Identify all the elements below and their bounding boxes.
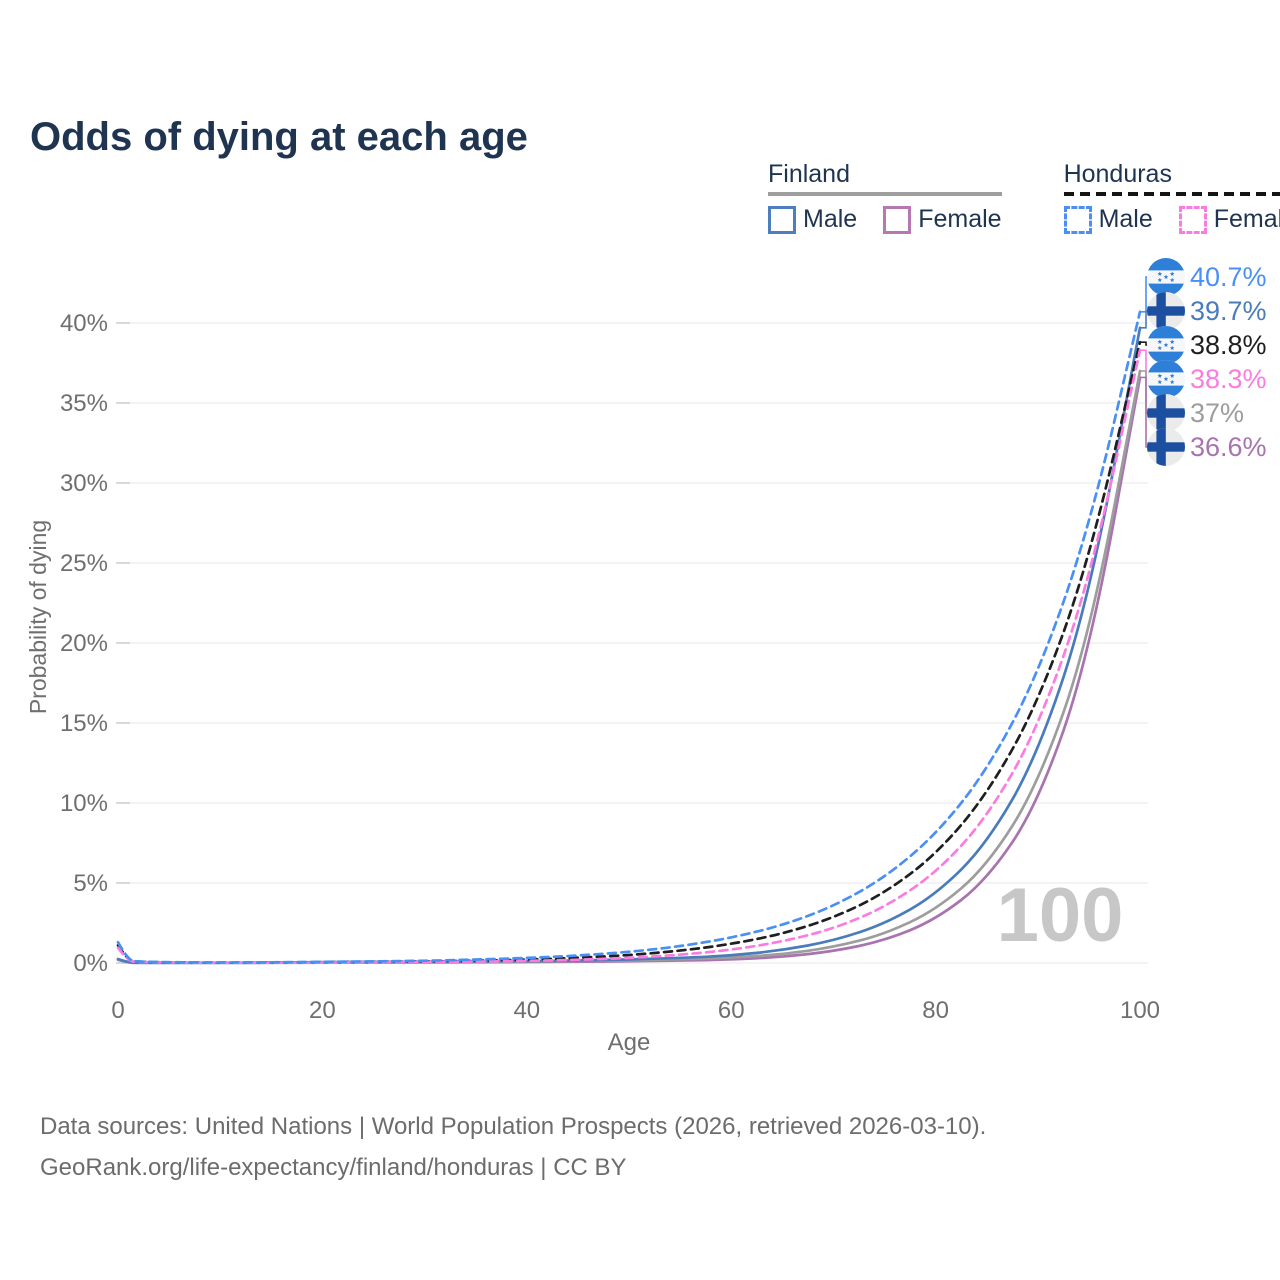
y-axis-tick-label: 0% xyxy=(73,950,108,977)
chart-title: Odds of dying at each age xyxy=(30,114,528,159)
x-axis-tick-label: 80 xyxy=(922,997,949,1024)
y-axis-tick-label: 30% xyxy=(60,470,108,497)
flag-icon-finland xyxy=(1147,394,1185,432)
legend-item-finland-male[interactable]: Male xyxy=(768,205,857,234)
flag-icon-honduras xyxy=(1147,258,1185,296)
legend-item-honduras-male[interactable]: Male xyxy=(1063,205,1153,234)
legend: Finland Male Female Honduras xyxy=(768,160,1280,234)
x-axis-tick-label: 0 xyxy=(111,997,124,1024)
flag-icon-finland xyxy=(1147,428,1185,466)
flag-icon-honduras xyxy=(1147,360,1185,398)
legend-item-label: Female xyxy=(1213,205,1280,233)
x-axis-tick-label: 40 xyxy=(513,997,540,1024)
legend-country-honduras: Honduras xyxy=(1063,160,1280,196)
x-axis-tick-label: 100 xyxy=(1120,997,1160,1024)
honduras-female-swatch[interactable] xyxy=(1178,205,1207,234)
end-label-connector-honduras-both xyxy=(1141,341,1148,346)
y-axis-tick-label: 10% xyxy=(60,790,108,817)
legend-item-label: Female xyxy=(918,205,1002,233)
end-value-label-finland-male: 39.7% xyxy=(1190,296,1267,326)
flag-icon-finland xyxy=(1147,292,1185,330)
y-axis-tick-label: 5% xyxy=(73,870,108,897)
y-axis-title: Probability of dying xyxy=(25,520,51,714)
end-value-label-finland-female: 36.6% xyxy=(1190,432,1267,462)
series-line-finland-female[interactable] xyxy=(116,376,1142,965)
finland-male-swatch[interactable] xyxy=(768,205,796,234)
data-sources-footer: Data sources: United Nations | World Pop… xyxy=(40,1106,986,1189)
series-line-finland-male[interactable] xyxy=(116,326,1142,965)
end-label-connector-honduras-male xyxy=(1141,276,1148,313)
end-value-label-finland-both: 37% xyxy=(1190,398,1244,428)
x-axis-tick-label: 20 xyxy=(309,997,336,1024)
end-value-label-honduras-female: 38.3% xyxy=(1190,364,1267,394)
legend-item-finland-female[interactable]: Female xyxy=(883,205,1002,234)
legend-group-finland: Finland Male Female xyxy=(768,160,1002,234)
end-value-label-honduras-both: 38.8% xyxy=(1190,330,1267,360)
age-watermark: 100 xyxy=(997,873,1124,958)
series-line-honduras-female[interactable] xyxy=(116,348,1142,965)
legend-item-label: Male xyxy=(1098,205,1153,233)
y-axis-tick-label: 25% xyxy=(60,550,108,577)
finland-female-swatch[interactable] xyxy=(883,205,912,234)
flag-icon-honduras xyxy=(1147,326,1185,364)
footer-line-1: Data sources: United Nations | World Pop… xyxy=(40,1113,987,1140)
footer-line-2: GeoRank.org/life-expectancy/finland/hond… xyxy=(40,1154,627,1182)
honduras-male-swatch[interactable] xyxy=(1063,205,1092,234)
x-axis-tick-label: 60 xyxy=(718,997,745,1024)
legend-group-honduras: Honduras Male Female xyxy=(1063,160,1280,234)
y-axis-tick-label: 15% xyxy=(60,710,108,737)
y-axis-tick-label: 20% xyxy=(60,630,108,657)
series-line-honduras-male[interactable] xyxy=(116,310,1142,964)
honduras-dashed-line-sample xyxy=(1063,192,1280,196)
legend-item-label: Male xyxy=(803,205,858,233)
end-value-label-honduras-male: 40.7% xyxy=(1190,262,1267,292)
end-label-connector-finland-male xyxy=(1141,310,1148,329)
legend-country-honduras-label: Honduras xyxy=(1063,160,1172,188)
x-axis-title: Age xyxy=(608,1029,651,1056)
legend-country-finland-label: Finland xyxy=(768,160,850,188)
y-axis-tick-label: 35% xyxy=(60,390,108,417)
y-axis-tick-label: 40% xyxy=(60,310,108,337)
legend-country-finland: Finland xyxy=(768,160,1002,196)
end-label-connector-honduras-female xyxy=(1141,349,1148,380)
series-line-honduras-both[interactable] xyxy=(116,340,1142,964)
finland-solid-line-sample xyxy=(768,192,1002,196)
legend-item-honduras-female[interactable]: Female xyxy=(1178,205,1280,234)
